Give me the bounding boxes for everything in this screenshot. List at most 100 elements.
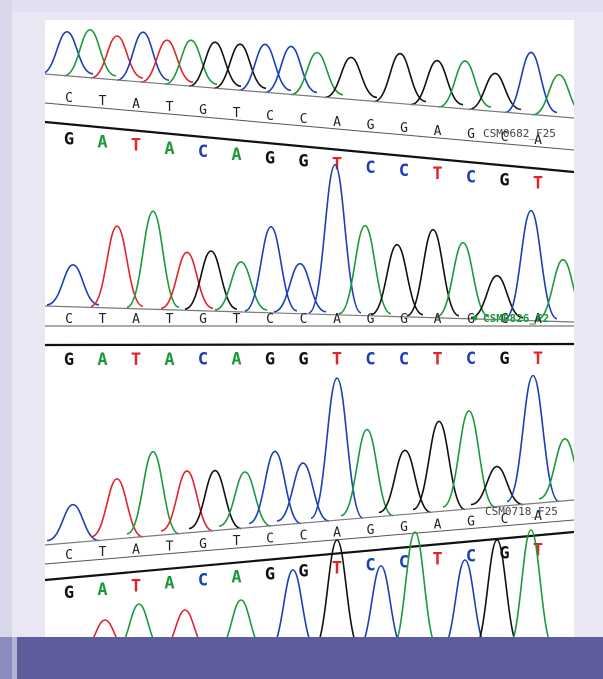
base-call-top-3-1: C (65, 548, 73, 563)
chromatogram-canvas: C T A T G T C C A G G A G C A G A T A C A G G T C C T C G T CSM0682_F2… (45, 20, 574, 637)
trace-peak-3-6 (218, 471, 272, 527)
trace-peak-4-1 (92, 619, 118, 637)
bottom-bar (0, 637, 603, 679)
base-call-bottom-3-5: C (198, 571, 208, 591)
trace-peak-1-8 (213, 43, 267, 90)
trace-peak-1-4 (116, 31, 170, 81)
base-call-top-1-13: G (467, 127, 475, 142)
base-call-top-2-4: T (166, 312, 174, 327)
trace-peak-3-7 (248, 450, 302, 525)
base-call-top-3-10: G (367, 523, 375, 538)
baseline-1 (45, 73, 574, 119)
base-call-bottom-3-8: G (298, 562, 308, 582)
base-call-top-3-14: C (501, 512, 509, 527)
divider-bold-2 (45, 342, 574, 347)
base-call-top-3-6: T (233, 534, 241, 549)
base-call-bottom-1-6: A (231, 145, 241, 165)
base-call-bottom-1-12: T (432, 164, 442, 184)
base-call-bottom-1-3: T (131, 136, 141, 156)
trace-peak-1-2 (63, 28, 117, 77)
trace-peak-1-11 (290, 51, 344, 96)
trace-peak-2-9 (308, 163, 362, 314)
base-call-top-2-12: A (434, 312, 442, 327)
base-call-bottom-2-3: T (131, 350, 141, 370)
base-call-top-3-7: C (266, 531, 274, 546)
base-call-top-3-15: A (534, 509, 542, 524)
base-call-bottom-1-1: G (64, 129, 74, 149)
base-call-top-2-7: C (266, 312, 274, 327)
trace-peak-2-1 (46, 264, 100, 306)
base-call-bottom-1-2: A (97, 132, 107, 152)
base-call-bottom-1-15: T (533, 174, 543, 194)
trace-peak-4-4 (226, 599, 256, 637)
base-call-bottom-3-13: C (466, 546, 476, 566)
base-call-bottom-2-7: G (265, 350, 275, 370)
base-call-top-1-8: C (300, 112, 308, 127)
trace-peak-1-17 (504, 51, 558, 114)
base-call-bottom-1-11: C (399, 161, 409, 181)
base-call-bottom-2-11: C (399, 349, 409, 369)
base-call-bottom-3-10: C (365, 555, 375, 575)
base-call-bottom-2-2: A (97, 350, 107, 370)
trace-peak-3-12 (412, 420, 466, 511)
base-call-top-3-2: T (99, 545, 107, 560)
base-call-top-3-12: A (434, 517, 442, 532)
trace-peak-1-18 (532, 73, 574, 116)
trace-peak-1-3 (90, 35, 144, 79)
base-call-bottom-1-13: C (466, 167, 476, 187)
base-call-bottom-3-12: T (432, 549, 442, 569)
trace-peak-4-2 (124, 603, 154, 637)
base-call-top-1-15: A (534, 133, 542, 148)
base-call-bottom-1-4: A (164, 139, 174, 159)
trace-peak-1-9 (238, 43, 292, 92)
base-call-top-1-6: T (233, 106, 241, 121)
trace-peak-2-16 (536, 258, 574, 321)
base-call-bottom-2-13: C (466, 349, 476, 369)
trace-peak-1-15 (438, 60, 492, 108)
base-call-bottom-3-6: A (231, 568, 241, 588)
trace-peak-1-7 (188, 41, 242, 87)
trace-peak-4-7 (364, 565, 398, 637)
base-call-top-1-12: A (434, 124, 442, 139)
base-call-top-3-4: T (166, 540, 174, 555)
trace-peak-4-3 (171, 609, 199, 637)
base-call-top-2-3: A (132, 312, 140, 327)
trace-peak-1-6 (164, 39, 218, 85)
chromatogram-svg: C T A T G T C C A G G A G C A G A T A C A G G T C C T C G T CSM0682_F2… (45, 28, 574, 637)
base-call-bottom-2-8: G (298, 350, 308, 370)
trace-peak-4-5 (276, 569, 310, 637)
base-call-bottom-3-2: A (97, 580, 107, 600)
sample-label-1: CSM0682_F25 (483, 127, 556, 140)
trace-peak-2-3 (126, 210, 180, 309)
base-call-top-1-2: T (99, 94, 107, 109)
trace-peak-3-8 (276, 462, 330, 522)
base-call-top-3-13: G (467, 515, 475, 530)
base-call-top-2-10: G (367, 312, 375, 327)
trace-peak-2-10 (338, 224, 392, 315)
base-call-top-3-8: C (300, 528, 308, 543)
base-call-bottom-3-1: G (64, 583, 74, 603)
trace-peak-1-12 (324, 56, 378, 99)
base-call-top-1-11: G (400, 121, 408, 136)
trace-peak-1-1 (45, 31, 94, 75)
base-call-top-2-9: A (333, 312, 341, 327)
base-call-top-1-9: A (333, 115, 341, 130)
trace-peak-4-11 (512, 529, 550, 637)
divider-bold-1 (45, 120, 574, 174)
base-call-bottom-1-8: G (298, 151, 308, 171)
trace-peak-4-6 (319, 539, 355, 637)
trace-peak-4-9 (447, 559, 483, 637)
trace-peak-2-7 (244, 226, 298, 312)
base-call-bottom-2-1: G (64, 350, 74, 370)
base-call-bottom-3-15: T (533, 540, 543, 560)
base-call-bottom-3-11: C (399, 552, 409, 572)
base-call-top-3-3: A (132, 542, 140, 557)
base-call-top-2-5: G (199, 312, 207, 327)
base-call-bottom-2-9: T (332, 349, 342, 369)
baseline-3 (45, 499, 574, 546)
base-call-top-1-14: C (501, 130, 509, 145)
base-call-top-2-1: C (65, 312, 73, 327)
base-call-bottom-1-14: G (499, 170, 509, 190)
base-call-bottom-1-7: G (265, 148, 275, 168)
trace-peak-2-15 (504, 209, 558, 320)
